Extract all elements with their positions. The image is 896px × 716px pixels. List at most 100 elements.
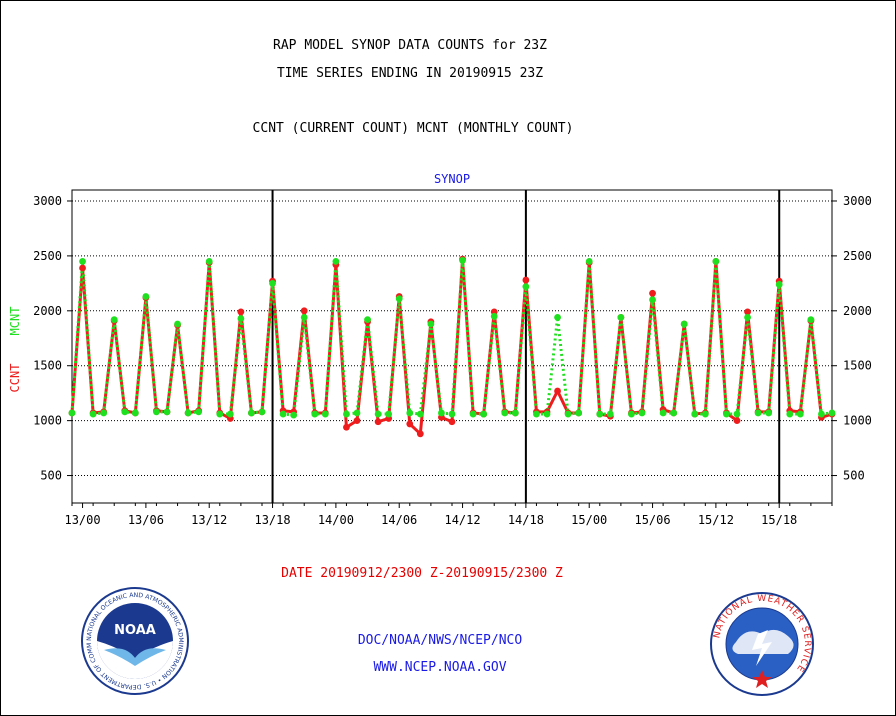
x-tick-label: 15/00 (571, 513, 607, 527)
data-point-mcnt (628, 410, 635, 418)
data-point-mcnt (469, 410, 477, 418)
x-tick-label: 15/06 (634, 513, 670, 527)
x-tick-label: 13/00 (64, 513, 100, 527)
data-point-mcnt (184, 409, 192, 417)
data-point-mcnt (490, 312, 498, 320)
data-point-mcnt (511, 409, 519, 417)
data-point-mcnt (522, 283, 530, 291)
data-point-mcnt (448, 410, 456, 418)
data-point-mcnt (395, 295, 403, 303)
nws-logo: NATIONAL WEATHER SERVICE (710, 592, 814, 696)
data-point-mcnt (100, 409, 108, 417)
plot-frame (71, 189, 833, 504)
website-link[interactable]: WWW.NCEP.NOAA.GOV (373, 660, 507, 675)
x-tick-label: 13/18 (254, 513, 290, 527)
data-point-mcnt (564, 410, 572, 418)
data-point-mcnt (343, 410, 350, 418)
data-point-mcnt (701, 410, 709, 418)
data-point-mcnt (480, 410, 488, 418)
legend-description: CCNT (CURRENT COUNT) MCNT (MONTHLY COUNT… (252, 121, 574, 136)
data-point-mcnt (670, 409, 678, 417)
data-point-mcnt (712, 257, 720, 265)
y-axis-label-mcnt: MCNT (8, 307, 22, 336)
data-point-ccnt (79, 264, 86, 272)
data-point-mcnt (332, 257, 340, 265)
data-point-mcnt (575, 409, 583, 417)
data-point-mcnt (807, 316, 815, 323)
y-tick-label-right: 2500 (843, 249, 872, 263)
data-point-mcnt (585, 257, 593, 265)
y-tick-label-right: 1000 (843, 414, 872, 428)
x-tick-label: 14/18 (508, 513, 544, 527)
y-tick-label-right: 2000 (843, 304, 872, 318)
data-point-ccnt (300, 307, 308, 315)
data-point-mcnt (131, 409, 139, 417)
data-point-mcnt (459, 256, 466, 264)
data-point-mcnt (385, 410, 393, 418)
svg-text:NOAA: NOAA (114, 623, 156, 638)
y-tick-label: 3000 (33, 194, 62, 208)
data-point-ccnt (522, 276, 530, 284)
org-path-label: DOC/NOAA/NWS/NCEP/NCO (357, 633, 523, 648)
data-point-ccnt (353, 417, 361, 425)
data-point-mcnt (786, 410, 794, 418)
data-point-mcnt (269, 279, 276, 287)
x-tick-label: 14/00 (318, 513, 354, 527)
data-point-mcnt (110, 316, 118, 323)
data-point-mcnt (142, 293, 150, 300)
data-point-mcnt (226, 410, 234, 418)
data-point-mcnt (258, 408, 266, 416)
noaa-logo: NOAA NATIONAL OCEANIC AND ATMOSPHERIC AD… (80, 586, 189, 695)
data-point-mcnt (290, 411, 298, 419)
data-point-ccnt (649, 289, 656, 297)
plot-title: SYNOP (434, 172, 470, 186)
data-point-mcnt (216, 410, 224, 418)
data-point-ccnt (343, 423, 350, 431)
data-point-mcnt (818, 410, 825, 418)
data-point-ccnt (374, 418, 382, 426)
x-tick-label: 13/12 (191, 513, 227, 527)
data-point-mcnt (649, 296, 656, 304)
data-point-mcnt (121, 408, 129, 416)
data-point-mcnt (680, 320, 688, 328)
data-point-mcnt (638, 409, 646, 417)
data-point-mcnt (533, 410, 540, 418)
data-point-mcnt (438, 409, 445, 417)
data-point-mcnt (237, 315, 245, 322)
data-point-mcnt (828, 409, 836, 417)
data-point-mcnt (754, 409, 762, 417)
data-point-mcnt (321, 410, 329, 418)
data-point-mcnt (248, 409, 255, 417)
data-point-ccnt (448, 418, 456, 426)
y-tick-label: 1500 (33, 359, 62, 373)
data-point-mcnt (723, 410, 730, 418)
data-point-mcnt (353, 409, 361, 417)
y-tick-label: 2000 (33, 304, 62, 318)
x-tick-label: 15/18 (761, 513, 797, 527)
data-point-ccnt (744, 308, 751, 316)
data-point-ccnt (406, 420, 414, 428)
data-point-mcnt (659, 409, 667, 417)
data-point-mcnt (617, 313, 625, 321)
y-tick-label: 2500 (33, 249, 62, 263)
data-point-mcnt (554, 313, 561, 321)
x-tick-label: 15/12 (698, 513, 734, 527)
series-line-ccnt (70, 257, 833, 436)
data-point-mcnt (501, 409, 509, 417)
y-tick-label-right: 3000 (843, 194, 872, 208)
data-point-mcnt (733, 410, 741, 418)
y-axis-label-ccnt: CCNT (8, 364, 22, 393)
chart-title: RAP MODEL SYNOP DATA COUNTS for 23Z (273, 38, 547, 53)
data-point-mcnt (205, 257, 213, 265)
data-point-mcnt (744, 313, 751, 321)
data-point-mcnt (765, 409, 773, 417)
data-point-mcnt (796, 410, 804, 418)
y-tick-label-right: 1500 (843, 359, 872, 373)
data-point-mcnt (163, 408, 171, 416)
data-point-mcnt (79, 257, 86, 265)
data-point-mcnt (543, 410, 551, 418)
data-point-mcnt (691, 410, 699, 418)
data-point-ccnt (733, 417, 741, 425)
data-point-mcnt (416, 410, 424, 418)
